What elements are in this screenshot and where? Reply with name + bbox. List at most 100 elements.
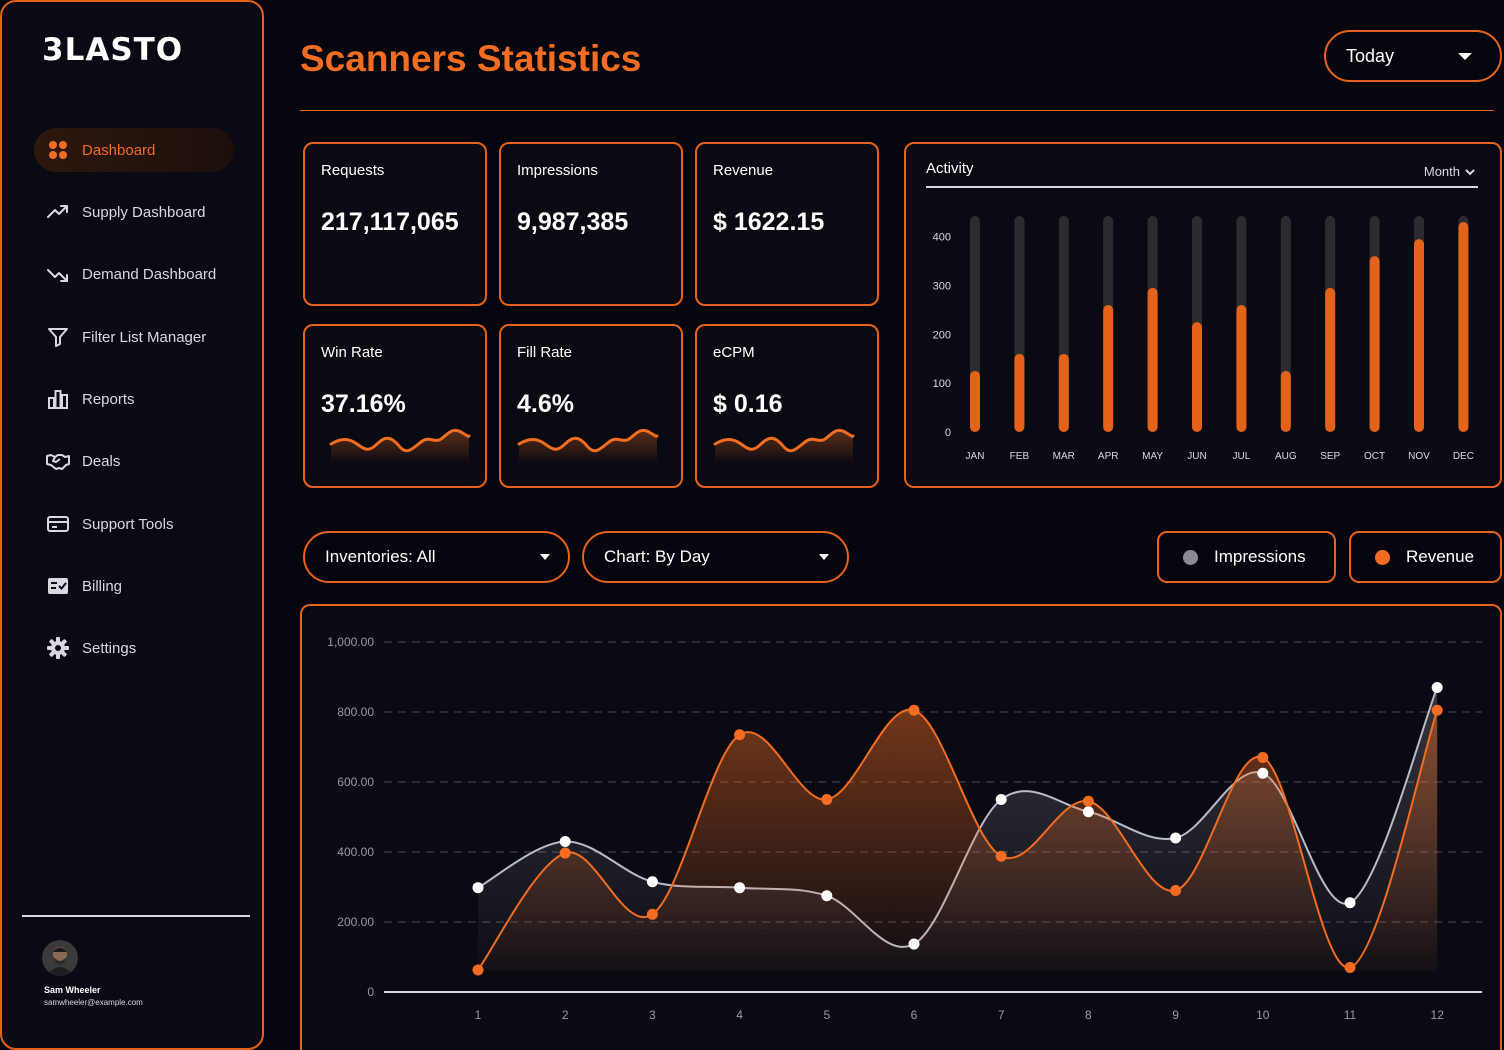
- stat-value: $ 0.16: [713, 390, 783, 418]
- inventories-select[interactable]: Inventories: All: [303, 531, 570, 583]
- activity-bars: 400 300 200 100 0 JAN FEB MAR APR MAY JUN JUL AUG SEP…: [933, 216, 1474, 462]
- x-tick-label: 9: [1172, 1008, 1179, 1022]
- header-divider: [300, 110, 1494, 111]
- sidebar-item-settings[interactable]: Settings: [34, 626, 234, 670]
- sidebar-item-label: Filter List Manager: [82, 328, 207, 346]
- data-point[interactable]: [1082, 795, 1094, 807]
- x-tick-label: 6: [911, 1008, 918, 1022]
- stat-card-requests: Requests 217,117,065: [303, 142, 487, 306]
- activity-bar[interactable]: [1014, 353, 1025, 432]
- series-area: [478, 709, 1438, 971]
- legend-label: Revenue: [1406, 547, 1475, 566]
- sidebar-item-support-tools[interactable]: Support Tools: [34, 502, 234, 546]
- activity-bar[interactable]: [1103, 305, 1114, 432]
- data-point[interactable]: [908, 704, 920, 716]
- sidebar-item-label: Supply Dashboard: [82, 203, 206, 221]
- caret-down-icon: [819, 554, 829, 560]
- stat-card-ecpm: eCPM $ 0.16: [695, 324, 879, 488]
- stat-card-impressions: Impressions 9,987,385: [499, 142, 683, 306]
- activity-bar[interactable]: [1280, 370, 1291, 432]
- main-chart: 1,000.00 800.00 600.00 400.00 200.00 0 1 2 3 4 5 6 7…: [300, 604, 1502, 1050]
- activity-bar[interactable]: [1058, 353, 1069, 432]
- stat-label: eCPM: [713, 344, 755, 361]
- legend-impressions-toggle[interactable]: Impressions: [1157, 531, 1336, 583]
- legend-dot-icon: [1183, 549, 1198, 565]
- sparkline: [517, 428, 659, 464]
- data-point[interactable]: [559, 836, 571, 847]
- legend-revenue-toggle[interactable]: Revenue: [1349, 531, 1502, 583]
- activity-bar[interactable]: [970, 370, 980, 432]
- data-point[interactable]: [821, 794, 833, 805]
- sidebar-item-label: Support Tools: [82, 515, 174, 533]
- bar-chart-icon: [48, 390, 68, 409]
- page-title: Scanners Statistics: [300, 38, 642, 79]
- data-point[interactable]: [995, 850, 1007, 862]
- activity-bar[interactable]: [1369, 256, 1380, 432]
- y-tick-label: 1,000.00: [327, 635, 374, 649]
- sidebar-item-dashboard[interactable]: Dashboard: [34, 128, 234, 172]
- brand-logo[interactable]: 3LASTO: [42, 32, 184, 68]
- filter-icon: [48, 328, 68, 347]
- x-tick-label: OCT: [1364, 451, 1385, 462]
- sidebar-item-billing[interactable]: Billing: [34, 564, 234, 608]
- x-tick-label: 7: [998, 1008, 1005, 1022]
- data-point[interactable]: [1170, 832, 1182, 844]
- sidebar-item-filter-list-manager[interactable]: Filter List Manager: [34, 315, 234, 359]
- activity-bar[interactable]: [1192, 322, 1202, 432]
- x-tick-label: 12: [1431, 1008, 1445, 1022]
- x-tick-label: 11: [1344, 1008, 1357, 1022]
- activity-bar[interactable]: [1414, 239, 1424, 432]
- stat-card-fill-rate: Fill Rate 4.6%: [499, 324, 683, 488]
- data-point[interactable]: [1344, 897, 1356, 909]
- billing-icon: [48, 578, 68, 594]
- data-point[interactable]: [1257, 752, 1269, 763]
- data-point[interactable]: [646, 876, 658, 888]
- stat-value: 9,987,385: [517, 208, 629, 236]
- sidebar-item-demand-dashboard[interactable]: Demand Dashboard: [34, 252, 234, 296]
- activity-period-select[interactable]: Month: [1424, 164, 1476, 179]
- x-tick-label: 3: [649, 1008, 656, 1022]
- card-icon: [47, 516, 69, 532]
- data-point[interactable]: [1344, 962, 1356, 973]
- avatar[interactable]: [42, 940, 78, 976]
- activity-bar[interactable]: [1236, 305, 1247, 432]
- legend-dot-icon: [1375, 549, 1390, 565]
- y-tick-label: 400.00: [337, 845, 374, 859]
- sidebar-item-deals[interactable]: Deals: [34, 439, 234, 483]
- data-point[interactable]: [472, 964, 484, 976]
- data-point[interactable]: [1170, 885, 1182, 896]
- caret-down-icon: [540, 554, 550, 560]
- y-tick-label: 200.00: [337, 915, 374, 929]
- data-point[interactable]: [559, 847, 571, 859]
- stat-card-win-rate: Win Rate 37.16%: [303, 324, 487, 488]
- sidebar-item-supply-dashboard[interactable]: Supply Dashboard: [34, 190, 234, 234]
- data-point[interactable]: [1431, 682, 1443, 693]
- data-point[interactable]: [1431, 704, 1443, 716]
- data-point[interactable]: [1257, 767, 1269, 779]
- data-point[interactable]: [1082, 806, 1094, 818]
- data-point[interactable]: [646, 908, 658, 920]
- data-point[interactable]: [734, 882, 746, 894]
- sparkline: [329, 428, 471, 464]
- data-point[interactable]: [734, 729, 746, 741]
- x-tick-label: MAY: [1142, 451, 1163, 462]
- sidebar-item-reports[interactable]: Reports: [34, 377, 234, 421]
- period-select-value: Today: [1346, 45, 1395, 66]
- y-tick-label: 200: [933, 329, 951, 341]
- chart-mode-select[interactable]: Chart: By Day: [582, 531, 849, 583]
- sidebar-divider: [22, 915, 250, 917]
- sidebar-item-label: Billing: [82, 577, 123, 595]
- x-tick-label: 10: [1256, 1008, 1270, 1022]
- stat-value: $ 1622.15: [713, 208, 825, 236]
- activity-bar[interactable]: [1147, 287, 1158, 432]
- sidebar-item-label: Deals: [82, 452, 121, 470]
- activity-bar[interactable]: [1325, 287, 1336, 432]
- activity-bar[interactable]: [1458, 222, 1469, 432]
- stat-label: Requests: [321, 162, 385, 179]
- data-point[interactable]: [821, 890, 833, 902]
- period-select[interactable]: Today: [1324, 30, 1502, 82]
- stat-label: Impressions: [517, 162, 598, 179]
- data-point[interactable]: [995, 794, 1007, 805]
- data-point[interactable]: [472, 882, 484, 894]
- data-point[interactable]: [908, 938, 920, 950]
